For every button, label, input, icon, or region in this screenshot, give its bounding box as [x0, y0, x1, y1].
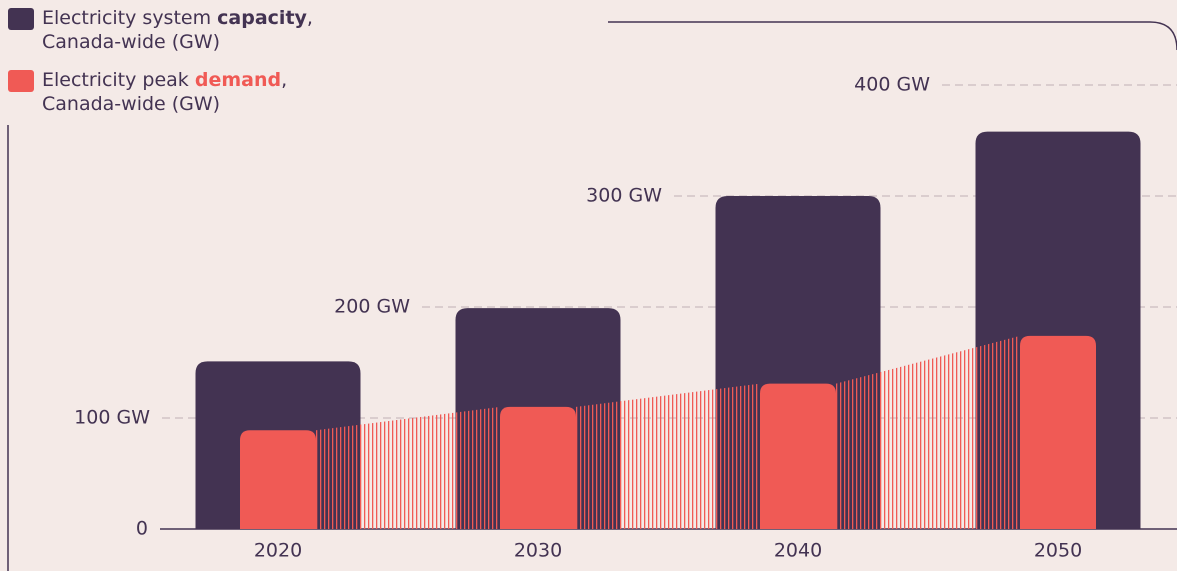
x-tick-label: 2030	[514, 540, 562, 562]
bars	[195, 131, 1141, 529]
x-tick-label: 2050	[1034, 540, 1082, 562]
legend-item: Electricity system capacity, Canada-wide…	[8, 6, 368, 68]
y-tick-label: 100 GW	[74, 407, 150, 429]
legend: Electricity system capacity, Canada-wide…	[8, 6, 368, 130]
connector-hatch	[836, 335, 1020, 529]
legend-item: Electricity peak demand, Canada-wide (GW…	[8, 68, 368, 130]
y-tick-label: 400 GW	[854, 74, 930, 96]
connector-hatch	[576, 383, 760, 529]
legend-label: Electricity system capacity, Canada-wide…	[42, 7, 313, 53]
legend-swatch	[8, 70, 34, 92]
y-tick-label: 200 GW	[334, 296, 410, 318]
bar	[500, 406, 576, 529]
x-tick-label: 2040	[774, 540, 822, 562]
bar	[760, 383, 836, 529]
x-tick-label: 2020	[254, 540, 302, 562]
y-tick-label: 0	[136, 518, 148, 540]
connector-hatch	[316, 406, 500, 529]
labels: 0 100 GW 200 GW 300 GW 400 GW 2020 2030 2040 205…	[74, 74, 1082, 562]
legend-label: Electricity peak demand, Canada-wide (GW…	[42, 69, 288, 115]
bar	[240, 430, 316, 529]
legend-swatch	[8, 8, 34, 30]
frame-line	[608, 21, 1177, 51]
y-tick-label: 300 GW	[586, 185, 662, 207]
bar	[1020, 335, 1096, 529]
